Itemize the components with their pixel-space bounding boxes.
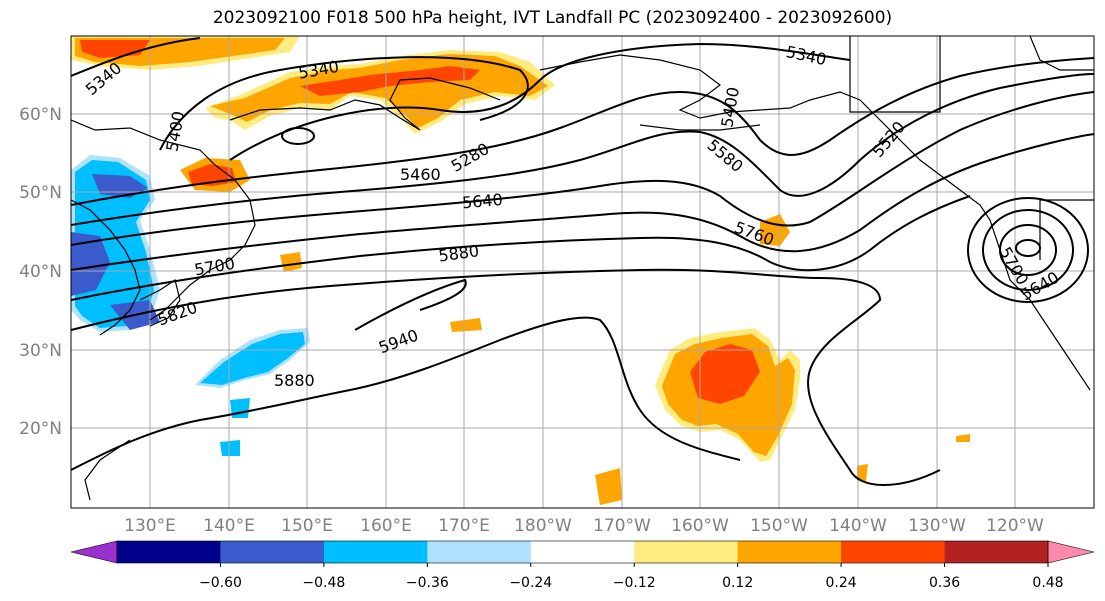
chart-title: 2023092100 F018 500 hPa height, IVT Land… bbox=[212, 8, 893, 28]
colorbar-segment bbox=[220, 541, 325, 563]
lon-label: 130°W bbox=[908, 516, 966, 536]
lon-label: 180°W bbox=[514, 516, 572, 536]
lon-label: 160°W bbox=[671, 516, 729, 536]
colorbar-tick-label: −0.12 bbox=[613, 575, 656, 591]
colorbar-segment bbox=[634, 541, 739, 563]
contour-label: 5640 bbox=[461, 190, 503, 212]
colorbar-tick-label: 0.48 bbox=[1032, 575, 1063, 591]
lon-label: 120°W bbox=[986, 516, 1044, 536]
lon-label: 140°W bbox=[829, 516, 887, 536]
contour-label: 5460 bbox=[400, 165, 441, 184]
lat-label: 20°N bbox=[19, 419, 62, 439]
lon-label: 160°E bbox=[360, 516, 412, 536]
colorbar-segment bbox=[427, 541, 532, 563]
colorbar-extend-max bbox=[1047, 540, 1095, 564]
colorbar-tick-label: 0.36 bbox=[929, 575, 960, 591]
lat-label: 60°N bbox=[19, 105, 62, 125]
colorbar-tick-label: −0.48 bbox=[302, 575, 345, 591]
lon-label: 130°E bbox=[124, 516, 176, 536]
colorbar-tick-label: 0.24 bbox=[826, 575, 857, 591]
colorbar-extend-min bbox=[70, 540, 118, 564]
height-contours bbox=[71, 37, 1094, 486]
colorbar-tick-label: −0.60 bbox=[199, 575, 242, 591]
lon-label: 170°W bbox=[593, 516, 651, 536]
lat-label: 50°N bbox=[19, 183, 62, 203]
colorbar-tick-label: 0.12 bbox=[722, 575, 753, 591]
map-frame bbox=[70, 35, 1095, 509]
longitude-labels: 130°E 140°E 150°E 160°E 170°E 180°W 170°… bbox=[124, 516, 1044, 536]
colorbar-segment bbox=[530, 541, 635, 563]
colorbar-segment bbox=[737, 541, 842, 563]
lat-label: 40°N bbox=[19, 262, 62, 282]
colorbar-segment bbox=[944, 541, 1049, 563]
colorbar-segment bbox=[841, 541, 946, 563]
contour-label: 5880 bbox=[274, 371, 315, 390]
latitude-labels: 60°N 50°N 40°N 30°N 20°N bbox=[19, 105, 62, 439]
coastlines bbox=[71, 36, 1094, 501]
lon-label: 150°E bbox=[281, 516, 333, 536]
colorbar-segment bbox=[117, 541, 221, 563]
colorbar: −0.60 −0.48 −0.36 −0.24 −0.12 0.12 0.24 0.36 0.4… bbox=[70, 540, 1095, 591]
colorbar-tick-label: −0.24 bbox=[509, 575, 552, 591]
lon-label: 140°E bbox=[203, 516, 255, 536]
lat-label: 30°N bbox=[19, 341, 62, 361]
lon-label: 170°E bbox=[438, 516, 490, 536]
lon-label: 150°W bbox=[750, 516, 808, 536]
colorbar-segment bbox=[323, 541, 428, 563]
colorbar-tick-label: −0.36 bbox=[406, 575, 449, 591]
